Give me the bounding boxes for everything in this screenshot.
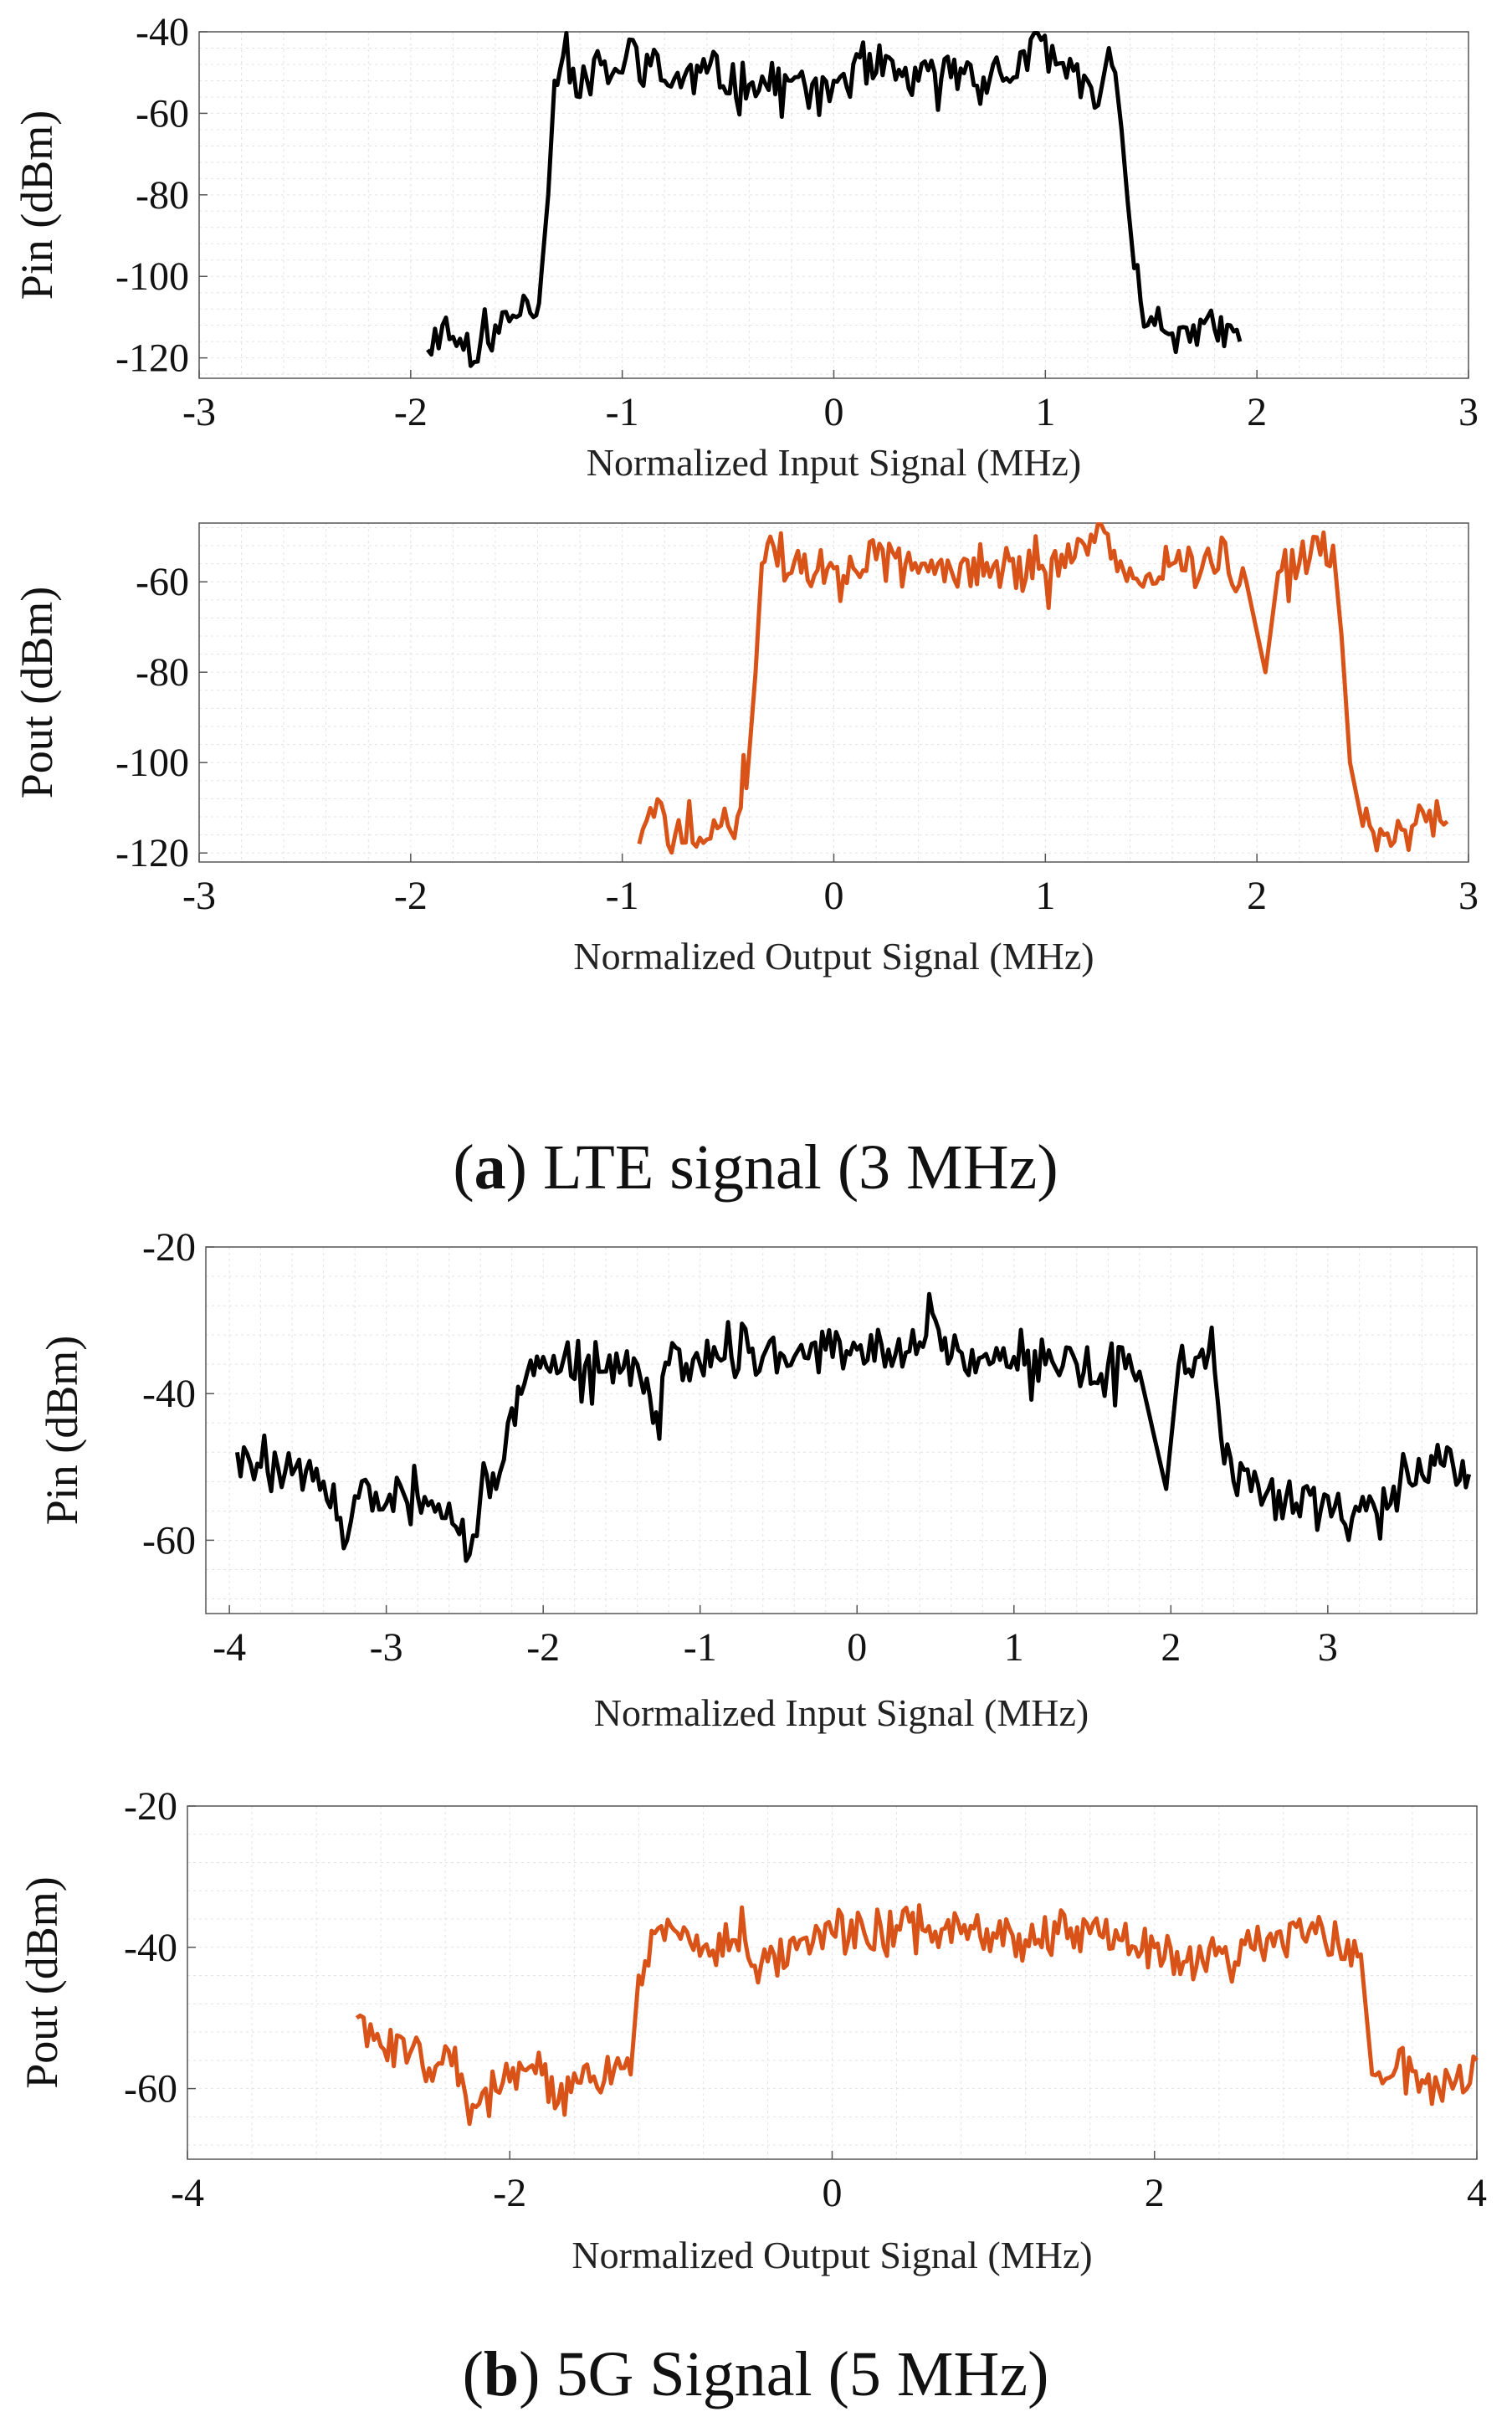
- x-tick-label: -2: [394, 874, 428, 918]
- x-tick-label: 1: [1004, 1625, 1024, 1670]
- y-tick-label: -120: [115, 336, 189, 381]
- x-tick-label: -1: [606, 874, 639, 918]
- y-tick-label: -60: [136, 91, 189, 136]
- y-axis-label: Pout (dBm): [17, 1876, 67, 2089]
- y-tick-label: -40: [124, 1926, 177, 1970]
- x-tick-label: 3: [1318, 1625, 1338, 1670]
- x-tick-label: 0: [823, 2171, 843, 2215]
- x-tick-label: -4: [213, 1625, 246, 1670]
- series-line-pin: [426, 31, 1243, 368]
- y-tick-label: -80: [136, 650, 189, 695]
- y-tick-label: -40: [136, 10, 189, 54]
- y-tick-label: -60: [136, 560, 189, 604]
- y-axis-label: Pin (dBm): [12, 110, 62, 300]
- x-tick-label: 3: [1458, 874, 1479, 918]
- x-tick-label: 2: [1161, 1625, 1181, 1670]
- x-tick-label: 3: [1458, 390, 1479, 434]
- x-tick-label: 2: [1247, 874, 1267, 918]
- y-tick-label: -20: [142, 1225, 196, 1270]
- x-tick-label: 4: [1467, 2171, 1487, 2215]
- panel-a-output-spectrum: -3 -2 -1 0 1 2 3 -120 -100 -80 -60 Normalized Outpu…: [12, 522, 1479, 978]
- x-axis-label: Normalized Input Signal (MHz): [594, 1691, 1089, 1734]
- y-tick-label: -100: [115, 254, 189, 299]
- panel-a-input-spectrum: -3 -2 -1 0 1 2 3 -120 -100 -80 -60 -40 Normalized In…: [12, 10, 1479, 484]
- caption-a: (a) LTE signal (3 MHz): [453, 1132, 1058, 1203]
- x-tick-label: -4: [171, 2171, 204, 2215]
- grid: [206, 1246, 1477, 1614]
- x-tick-label: 0: [824, 390, 844, 434]
- x-tick-label: -2: [394, 390, 428, 434]
- grid: [198, 523, 1469, 862]
- x-tick-label: -2: [493, 2171, 526, 2215]
- x-tick-label: -3: [182, 390, 216, 434]
- y-tick-label: -80: [136, 173, 189, 218]
- x-tick-label: -1: [684, 1625, 717, 1670]
- caption-b: (b) 5G Signal (5 MHz): [463, 2339, 1049, 2409]
- x-tick-label: -2: [526, 1625, 560, 1670]
- y-tick-label: -60: [142, 1518, 196, 1562]
- axes-box: [205, 1246, 1478, 1614]
- x-tick-label: 1: [1035, 874, 1055, 918]
- x-tick-label: 0: [824, 874, 844, 918]
- x-axis-label: Normalized Output Signal (MHz): [571, 2234, 1092, 2276]
- grid: [187, 1805, 1478, 2159]
- y-tick-label: -120: [115, 831, 189, 875]
- x-tick-label: 1: [1035, 390, 1055, 434]
- y-axis-label: Pout (dBm): [12, 587, 62, 799]
- x-tick-label: 0: [847, 1625, 867, 1670]
- y-axis-label: Pin (dBm): [37, 1336, 87, 1526]
- y-tick-label: -100: [115, 741, 189, 785]
- x-tick-label: -3: [370, 1625, 403, 1670]
- series-line-pout: [355, 1903, 1479, 2127]
- x-tick-label: -3: [182, 874, 216, 918]
- y-tick-label: -40: [142, 1372, 196, 1416]
- x-tick-label: 2: [1247, 390, 1267, 434]
- y-tick-label: -60: [124, 2067, 177, 2112]
- y-tick-label: -20: [124, 1784, 177, 1829]
- series-line-pout: [637, 522, 1449, 855]
- x-tick-label: 2: [1145, 2171, 1165, 2215]
- panel-b-input-spectrum: -4 -3 -2 -1 0 1 2 3 -60 -40 -20 Normalized Input Si…: [37, 1225, 1478, 1734]
- x-axis-label: Normalized Input Signal (MHz): [587, 441, 1081, 484]
- x-axis-label: Normalized Output Signal (MHz): [573, 935, 1094, 978]
- x-tick-label: -1: [606, 390, 639, 434]
- series-line-pin: [235, 1291, 1472, 1563]
